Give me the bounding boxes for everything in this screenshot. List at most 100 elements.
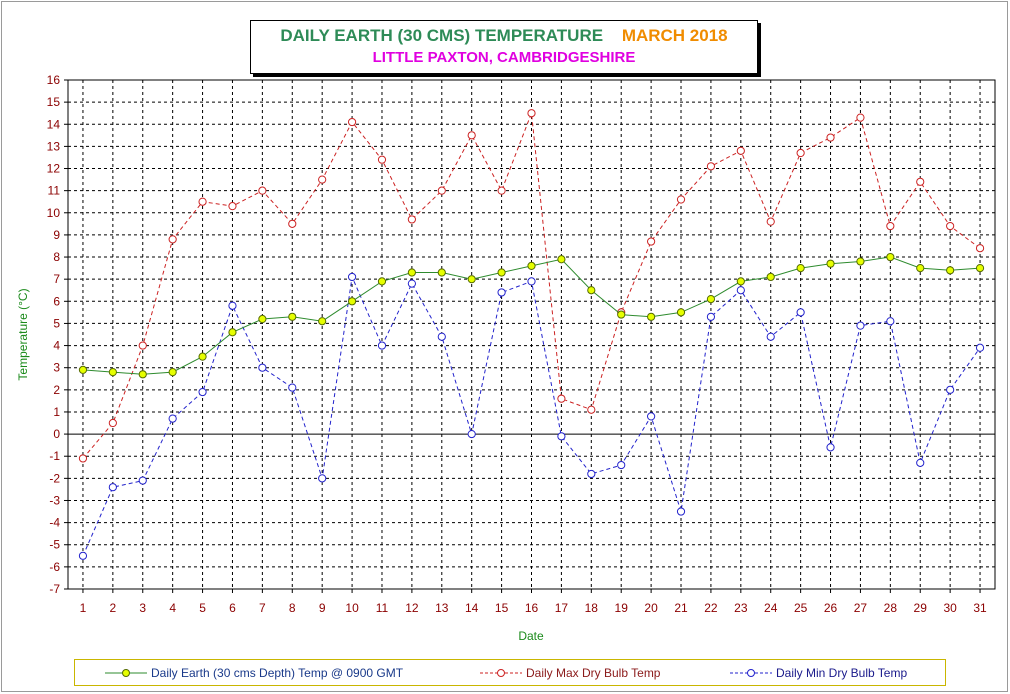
- y-tick-label: 0: [53, 427, 60, 441]
- x-tick-label: 12: [405, 601, 419, 615]
- y-tick-label: 13: [47, 139, 61, 153]
- x-tick-label: 5: [199, 601, 206, 615]
- data-point-max: [377, 155, 387, 164]
- data-point-earth: [647, 312, 656, 321]
- data-point-min: [796, 308, 805, 317]
- data-point-min: [168, 414, 177, 423]
- data-point-earth: [407, 268, 416, 277]
- data-point-min: [138, 476, 147, 485]
- y-tick-label: -6: [49, 560, 60, 574]
- data-point-max: [497, 186, 506, 195]
- x-tick-label: 13: [435, 601, 449, 615]
- legend-label-max: Daily Max Dry Bulb Temp: [526, 665, 661, 680]
- data-point-min: [527, 277, 536, 286]
- y-axis-label: Temperature (°C): [16, 288, 30, 380]
- y-tick-label: 10: [47, 206, 61, 220]
- legend-earth-marker-icon: [105, 668, 147, 677]
- data-point-max: [288, 219, 297, 228]
- data-point-min: [946, 385, 955, 394]
- data-point-earth: [886, 252, 895, 262]
- data-point-max: [527, 109, 536, 118]
- legend-min-marker-icon: [730, 668, 772, 677]
- x-tick-label: 6: [229, 601, 236, 615]
- x-tick-label: 25: [794, 601, 808, 615]
- data-point-earth: [377, 277, 387, 286]
- data-point-max: [557, 394, 566, 403]
- data-point-min: [467, 429, 476, 439]
- y-tick-label: 8: [53, 250, 60, 264]
- x-tick-label: 1: [80, 601, 87, 615]
- data-point-max: [796, 148, 805, 158]
- data-point-max: [946, 221, 955, 231]
- y-tick-label: 4: [53, 339, 60, 353]
- y-tick-label: 1: [53, 405, 60, 419]
- data-point-min: [437, 332, 446, 341]
- x-tick-label: 23: [734, 601, 748, 615]
- x-tick-label: 11: [376, 601, 389, 615]
- x-tick-label: 9: [319, 601, 326, 615]
- y-tick-label: 6: [53, 294, 60, 308]
- data-point-earth: [676, 308, 686, 317]
- x-tick-label: 16: [525, 601, 539, 615]
- data-point-max: [587, 405, 596, 414]
- data-point-earth: [288, 312, 297, 321]
- y-tick-label: 12: [47, 162, 61, 176]
- x-tick-label: 24: [764, 601, 778, 615]
- y-tick-label: 5: [53, 316, 60, 330]
- data-point-earth: [198, 352, 207, 361]
- y-tick-label: 14: [47, 117, 61, 131]
- x-axis-label: Date: [518, 629, 544, 643]
- chart-subtitle: LITTLE PAXTON, CAMBRIDGESHIRE: [372, 49, 636, 66]
- y-tick-label: 3: [53, 361, 60, 375]
- data-point-max: [676, 195, 686, 204]
- data-point-min: [228, 301, 237, 310]
- data-point-min: [676, 507, 686, 516]
- x-tick-label: 8: [289, 601, 296, 615]
- data-point-earth: [467, 275, 476, 284]
- data-point-earth: [347, 297, 357, 306]
- data-point-earth: [318, 317, 327, 326]
- chart-legend: Daily Earth (30 cms Depth) Temp @ 0900 G…: [74, 659, 946, 686]
- x-tick-label: 18: [585, 601, 599, 615]
- legend-item-min: Daily Min Dry Bulb Temp: [730, 665, 907, 680]
- data-point-min: [916, 458, 925, 467]
- data-point-earth: [168, 368, 177, 377]
- x-tick-label: 15: [495, 601, 509, 615]
- legend-max-marker-icon: [480, 668, 522, 677]
- data-point-max: [886, 221, 895, 231]
- data-point-earth: [946, 266, 955, 275]
- data-point-earth: [736, 277, 745, 286]
- data-point-earth: [437, 268, 446, 277]
- data-point-earth: [975, 264, 985, 273]
- data-point-earth: [766, 272, 775, 282]
- data-point-max: [138, 341, 147, 350]
- data-point-min: [347, 272, 357, 282]
- data-point-earth: [617, 310, 626, 319]
- y-tick-label: -7: [49, 582, 60, 596]
- x-tick-label: 19: [615, 601, 629, 615]
- data-point-min: [617, 460, 626, 470]
- x-tick-label: 3: [139, 601, 146, 615]
- y-tick-label: -3: [49, 493, 60, 507]
- x-tick-label: 2: [110, 601, 117, 615]
- y-tick-label: -2: [49, 471, 60, 485]
- data-point-max: [736, 146, 745, 155]
- data-point-earth: [916, 264, 925, 273]
- chart-title: DAILY EARTH (30 CMS) TEMPERATURE: [280, 26, 604, 45]
- data-point-earth: [587, 286, 596, 295]
- data-point-earth: [228, 328, 237, 337]
- data-point-earth: [557, 255, 566, 264]
- data-point-min: [258, 363, 267, 372]
- y-tick-label: 15: [47, 95, 61, 109]
- data-point-max: [228, 202, 237, 211]
- data-point-min: [288, 383, 297, 392]
- data-point-max: [168, 235, 177, 244]
- data-point-max: [766, 217, 775, 226]
- data-point-min: [198, 387, 207, 397]
- data-point-earth: [497, 268, 506, 277]
- x-tick-label: 4: [169, 601, 176, 615]
- data-point-min: [736, 286, 745, 295]
- legend-item-max: Daily Max Dry Bulb Temp: [480, 665, 660, 680]
